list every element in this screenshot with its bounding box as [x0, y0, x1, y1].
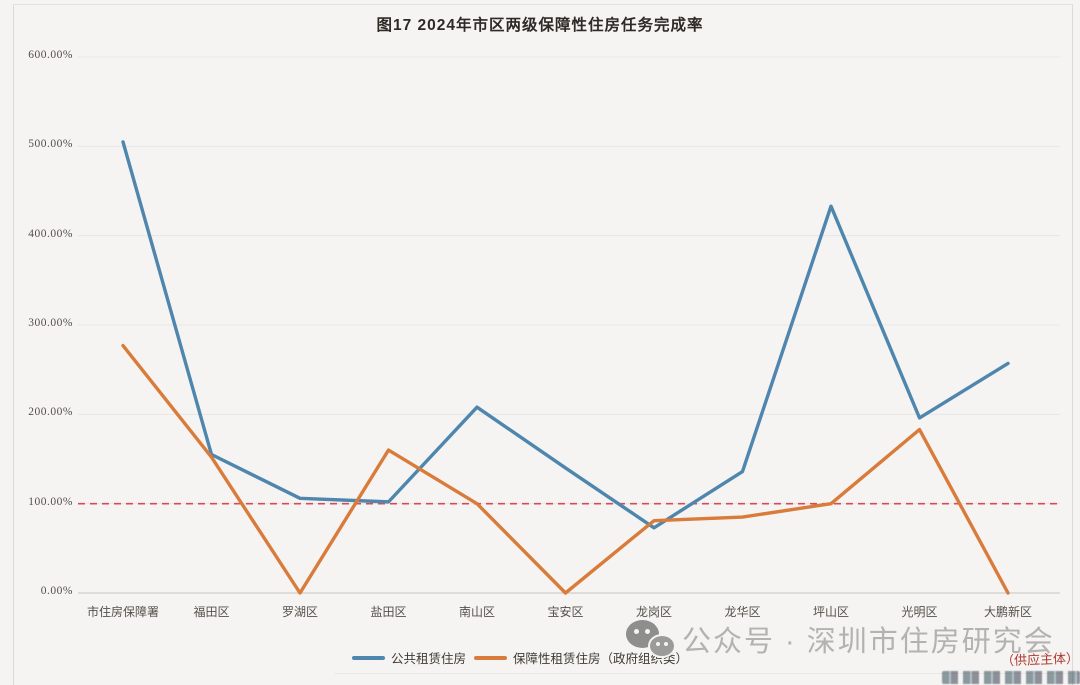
x-tick-label: 市住房保障署	[86, 605, 159, 619]
x-tick-label: 龙华区	[724, 605, 761, 619]
chart-title: 图17 2024年市区两级保障性住房任务完成率	[376, 17, 704, 34]
series-line-public-rental	[121, 140, 1010, 530]
photo-artifact-text-cutoff	[942, 671, 1080, 684]
series-line-government-organized	[121, 343, 1010, 595]
y-tick-label: 400.00%	[28, 227, 73, 240]
page-border-left	[13, 4, 14, 685]
page-border-top	[13, 4, 1073, 5]
annotation-supply-entity: （供应主体）	[1000, 650, 1080, 669]
x-tick-label: 罗湖区	[281, 605, 318, 619]
y-tick-label: 200.00%	[28, 406, 73, 419]
x-tick-label: 坪山区	[812, 605, 849, 619]
y-tick-label: 300.00%	[28, 317, 73, 329]
legend-item-public-rental: 公共租赁住房	[352, 648, 466, 667]
x-tick-label: 大鹏新区	[983, 605, 1032, 619]
legend: 公共租赁住房 保障性租赁住房（政府组织类）	[352, 648, 688, 667]
watermark: 公众号 · 深圳市住房研究会	[624, 618, 1055, 660]
photo-artifact-line	[335, 673, 1080, 674]
watermark-text: 公众号 · 深圳市住房研究会	[682, 626, 1055, 658]
wechat-icon	[624, 618, 676, 660]
x-tick-label: 光明区	[901, 605, 938, 619]
x-tick-label: 龙岗区	[635, 605, 672, 619]
y-tick-label: 0.00%	[40, 585, 73, 597]
x-tick-label: 福田区	[193, 605, 230, 619]
x-tick-label: 南山区	[458, 605, 495, 619]
x-tick-label: 盐田区	[370, 605, 407, 619]
legend-label-government-organized: 保障性租赁住房（政府组织类）	[513, 652, 689, 666]
legend-item-government-organized: 保障性租赁住房（政府组织类）	[474, 648, 688, 667]
y-tick-label: 100.00%	[28, 495, 73, 508]
y-tick-label: 500.00%	[28, 138, 73, 151]
y-tick-label: 600.00%	[28, 49, 73, 61]
x-tick-label: 宝安区	[547, 605, 584, 619]
wechat-bubble-small	[648, 634, 676, 658]
legend-marker-government-organized	[474, 655, 508, 660]
legend-label-public-rental: 公共租赁住房	[391, 652, 467, 666]
page-border-right	[1072, 4, 1073, 685]
legend-marker-public-rental	[352, 655, 385, 660]
